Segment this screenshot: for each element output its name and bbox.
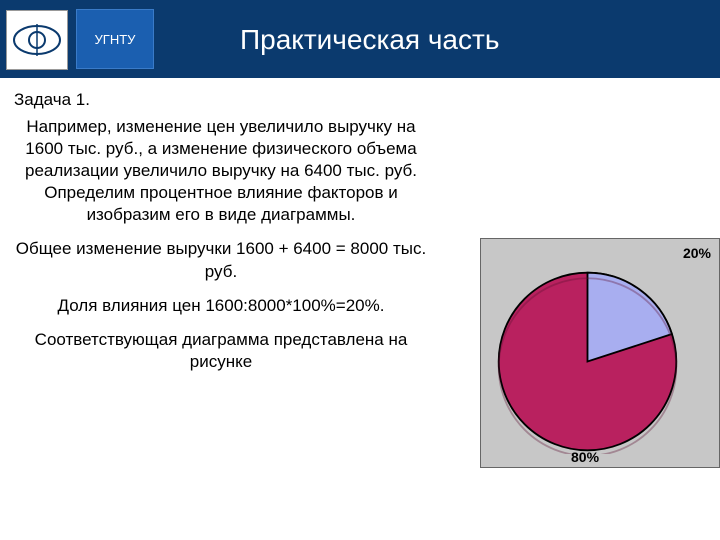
paragraph-2: Общее изменение выручки 1600 + 6400 = 80…	[14, 238, 428, 282]
chart-column: 20% 80%	[440, 78, 720, 540]
text-column: Задача 1. Например, изменение цен увелич…	[0, 78, 440, 540]
paragraph-1: Например, изменение цен увеличило выручк…	[14, 116, 428, 226]
pie-label-20: 20%	[683, 245, 711, 261]
content-area: Задача 1. Например, изменение цен увелич…	[0, 78, 720, 540]
logo-box	[6, 10, 68, 70]
task-label: Задача 1.	[14, 90, 428, 110]
pie-label-80: 80%	[571, 449, 599, 465]
pie-chart-container: 20% 80%	[480, 238, 720, 468]
pie-chart	[495, 269, 680, 454]
page-title: Практическая часть	[240, 24, 499, 56]
paragraph-4: Соответствующая диаграмма представлена н…	[14, 329, 428, 373]
header: УГНТУ Практическая часть	[0, 0, 720, 78]
university-label-box: УГНТУ	[76, 9, 154, 69]
eye-logo-icon	[12, 22, 62, 58]
university-label: УГНТУ	[95, 32, 136, 47]
paragraph-3: Доля влияния цен 1600:8000*100%=20%.	[14, 295, 428, 317]
